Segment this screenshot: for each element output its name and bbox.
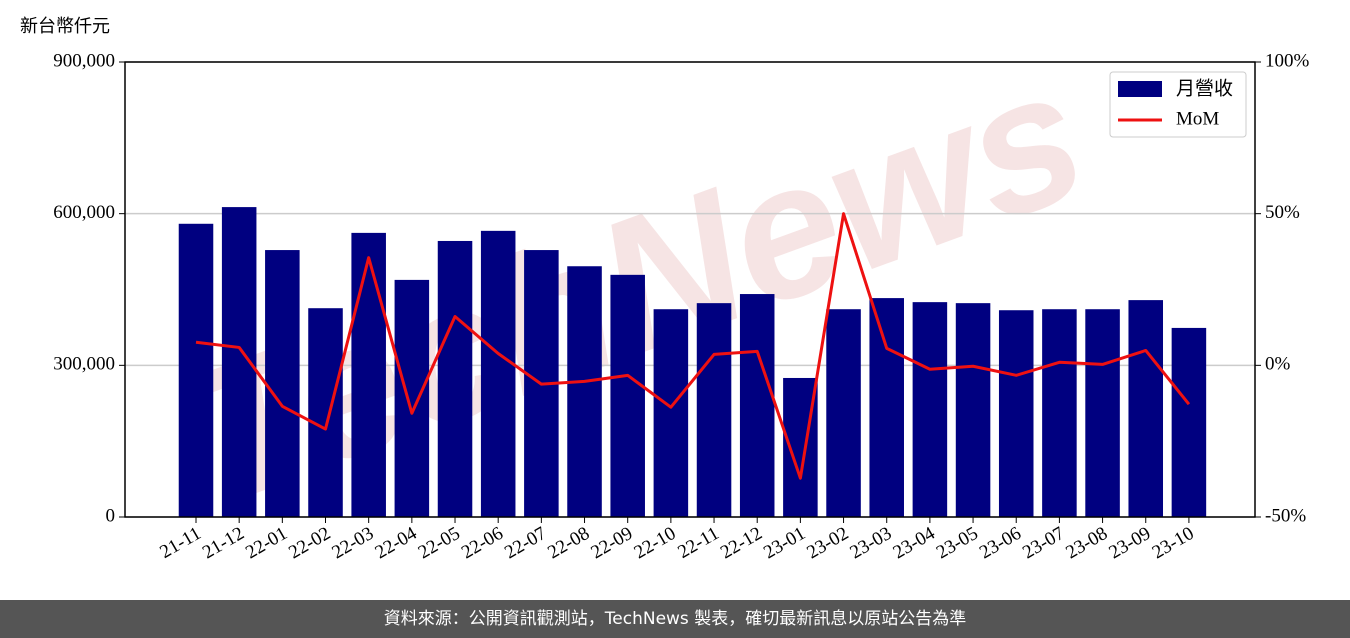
y-tick-label: 300,000 [53, 354, 115, 375]
bar [696, 303, 732, 517]
bar [610, 274, 645, 517]
y2-tick-label: -50% [1265, 505, 1306, 526]
x-tick-label: 22-02 [285, 523, 334, 563]
bar [912, 302, 948, 517]
x-tick-label: 22-06 [458, 523, 507, 563]
x-tick-label: 23-09 [1106, 523, 1155, 563]
bar [955, 303, 991, 517]
bar [437, 240, 473, 517]
bar [265, 250, 300, 518]
plot-frame [124, 61, 1256, 518]
x-tick-label: 22-07 [501, 523, 550, 563]
bar [869, 298, 904, 517]
footer-bar [0, 600, 1350, 638]
x-tick-label: 22-12 [717, 523, 766, 563]
y2-tick-label: 50% [1265, 202, 1300, 223]
x-tick-label: 22-11 [674, 523, 722, 563]
bar [1171, 327, 1207, 517]
bar [567, 266, 602, 517]
x-tick-label: 22-04 [372, 523, 421, 564]
bar [1085, 309, 1120, 517]
x-tick-label: 23-03 [847, 523, 896, 563]
bar [480, 230, 516, 517]
bar [1128, 300, 1164, 517]
y-tick-label: 600,000 [53, 202, 115, 223]
x-tick-label: 23-04 [890, 523, 939, 564]
x-tick-label: 23-05 [933, 523, 982, 563]
bar [394, 279, 430, 517]
bar [1042, 309, 1077, 517]
legend-swatch [1118, 81, 1162, 97]
bar [178, 223, 214, 517]
x-tick-label: 22-05 [415, 523, 464, 563]
y2-tick-label: 0% [1265, 354, 1291, 375]
x-tick-label: 22-09 [587, 523, 636, 563]
x-tick-label: 21-12 [199, 523, 248, 563]
bar [351, 232, 386, 517]
y-tick-label: 0 [106, 505, 116, 526]
line [195, 212, 1191, 480]
y-tick-label: 900,000 [53, 50, 115, 71]
x-tick-label: 23-01 [760, 523, 809, 563]
y2-tick-label: 100% [1265, 50, 1310, 71]
legend-label: MoM [1176, 108, 1219, 129]
bar [826, 309, 861, 517]
x-tick-label: 23-08 [1062, 523, 1111, 563]
bar [653, 309, 689, 517]
x-tick-label: 21-11 [156, 523, 204, 563]
x-tick-label: 22-08 [544, 523, 593, 563]
legend-label: 月營收 [1176, 78, 1233, 100]
x-tick-label: 23-06 [976, 523, 1025, 563]
x-tick-label: 23-02 [803, 523, 852, 563]
bar [739, 294, 775, 517]
footer: 資料來源：公開資訊觀測站，TechNews 製表，確切最新訊息以原站公告為準 [384, 609, 966, 629]
bar [998, 310, 1034, 517]
x-tick-label: 22-10 [631, 523, 680, 563]
bar [308, 308, 343, 517]
x-tick-label: 23-07 [1019, 523, 1068, 563]
y-axis-label: 新台幣仟元 [20, 16, 110, 37]
x-tick-label: 22-03 [328, 523, 377, 563]
x-tick-label: 23-10 [1149, 523, 1198, 563]
